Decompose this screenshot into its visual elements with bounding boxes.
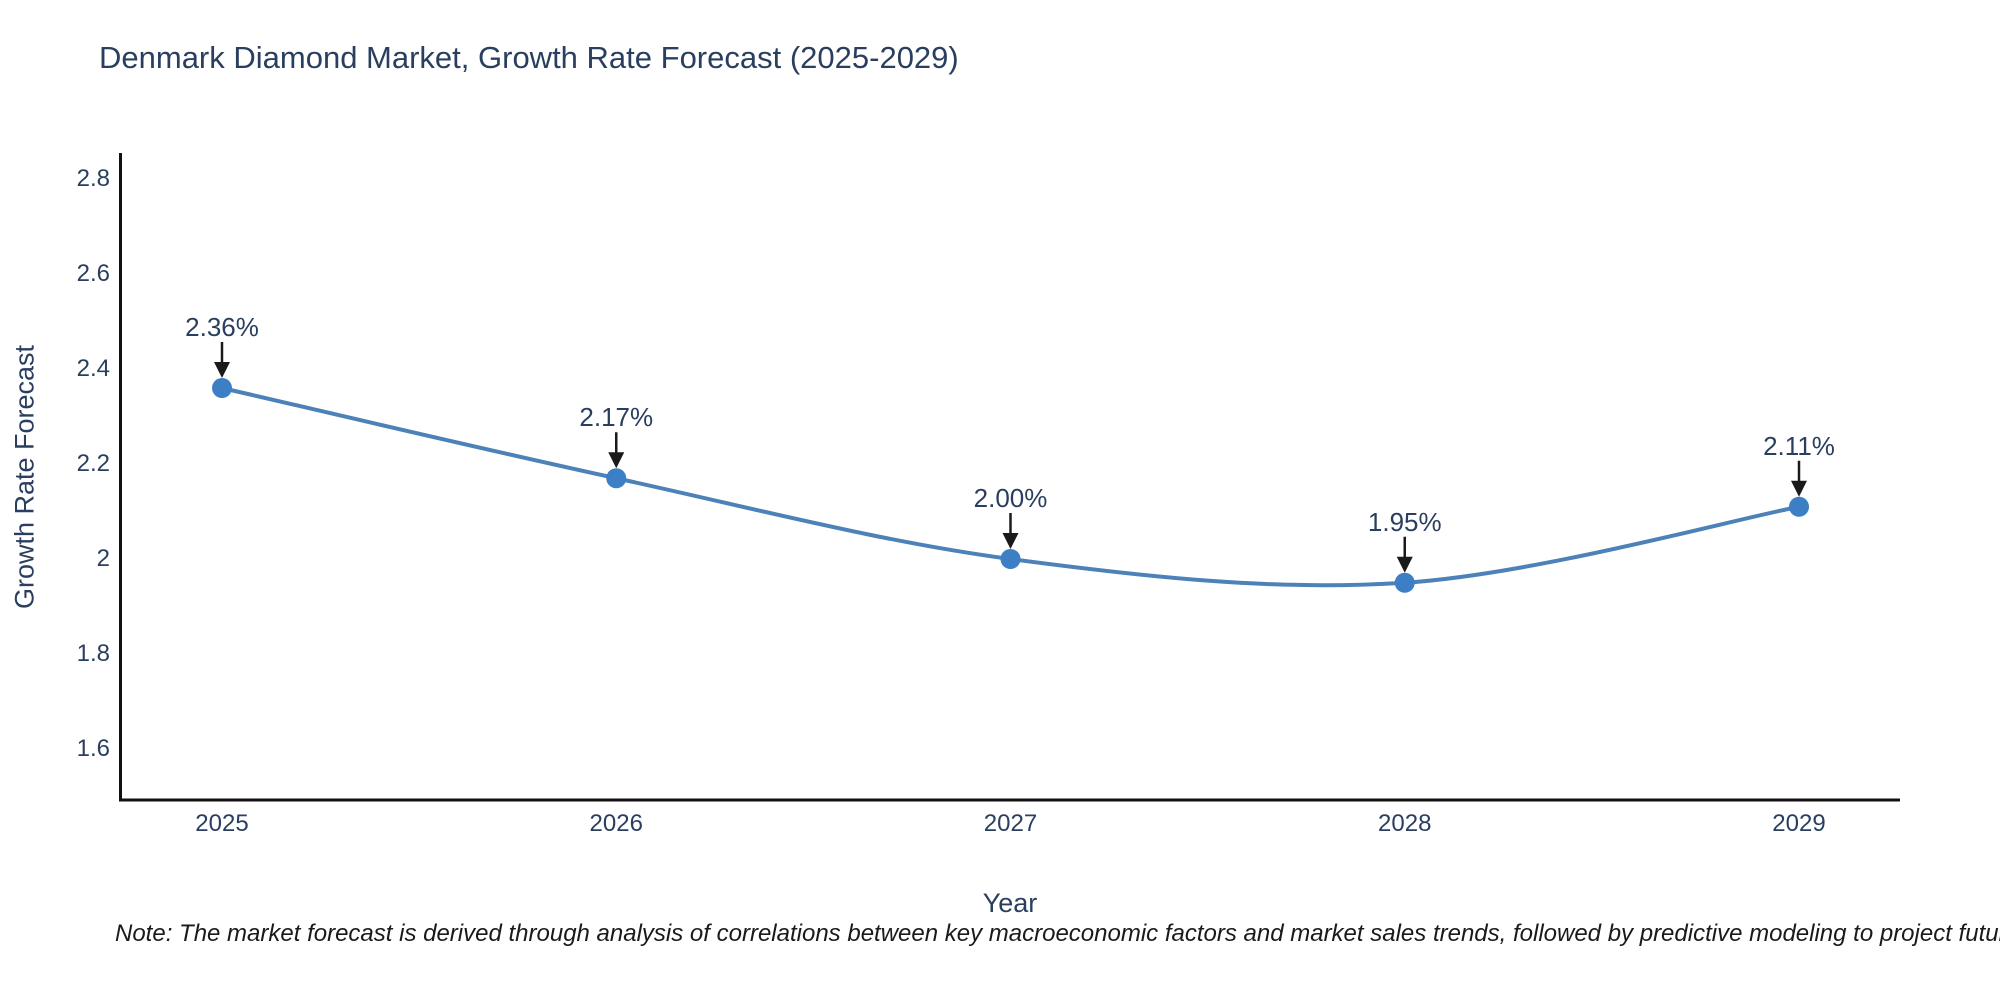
- y-tick-label-1.8: 1.8: [76, 640, 110, 667]
- footnote: Note: The market forecast is derived thr…: [115, 920, 2000, 947]
- chart-title: Denmark Diamond Market, Growth Rate Fore…: [99, 40, 959, 75]
- data-point-marker-2026[interactable]: [606, 468, 627, 489]
- x-axis-title: Year: [982, 888, 1038, 918]
- x-tick-label-2027: 2027: [983, 810, 1038, 837]
- y-tick-label-2.2: 2.2: [76, 450, 110, 477]
- y-tick-label-2: 2: [96, 545, 110, 572]
- y-tick-label-2.8: 2.8: [76, 165, 110, 192]
- annotation-arrow-head: [214, 362, 230, 378]
- y-tick-label-2.6: 2.6: [76, 260, 110, 287]
- data-point-marker-2025[interactable]: [212, 378, 232, 398]
- annotation-arrow-head: [1002, 533, 1019, 549]
- data-point-marker-2027[interactable]: [1000, 549, 1021, 569]
- annotation-arrow-head: [1791, 480, 1807, 497]
- x-tick-label-2029: 2029: [1772, 810, 1826, 837]
- point-value-label-2028: 1.95%: [1367, 506, 1442, 537]
- annotation-arrow-head: [1396, 556, 1413, 573]
- y-tick-label-1.6: 1.6: [76, 735, 110, 762]
- x-tick-label-2025: 2025: [195, 810, 249, 837]
- x-tick-label-2028: 2028: [1378, 810, 1432, 837]
- point-value-label-2027: 2.00%: [973, 483, 1048, 513]
- annotation-arrow-head: [608, 452, 625, 469]
- x-tick-label-2026: 2026: [589, 810, 643, 837]
- y-tick-label-2.4: 2.4: [76, 355, 110, 382]
- point-value-label-2026: 2.17%: [579, 402, 654, 433]
- data-point-marker-2028[interactable]: [1394, 572, 1415, 593]
- point-value-label-2025: 2.36%: [185, 312, 259, 342]
- point-value-label-2029: 2.11%: [1763, 430, 1835, 461]
- data-point-marker-2029[interactable]: [1789, 496, 1809, 517]
